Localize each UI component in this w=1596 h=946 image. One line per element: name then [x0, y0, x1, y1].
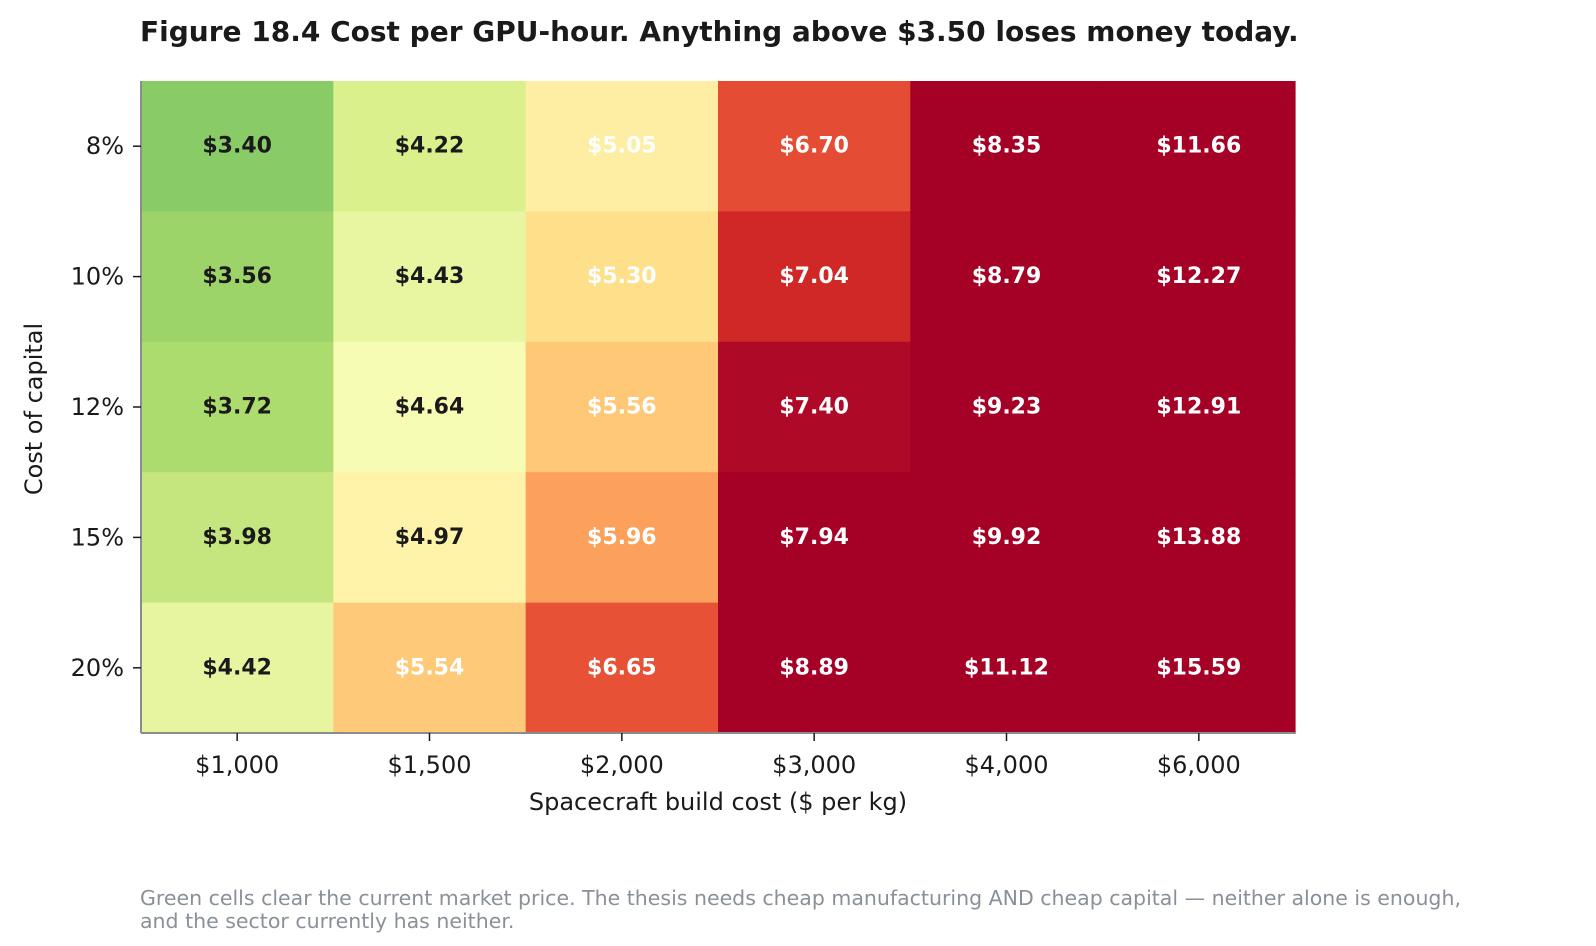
cell-value-label: $4.22	[395, 134, 465, 159]
heatmap-cell	[1102, 472, 1296, 604]
heatmap-cell	[333, 81, 527, 212]
heatmap-cell	[525, 602, 719, 734]
cell-value-label: $3.40	[202, 134, 272, 159]
cell-value-label: $13.88	[1156, 525, 1241, 550]
x-axis-ticks: $1,000 $1,500 $2,000 $3,000 $4,000 $6,000	[195, 733, 1241, 779]
heatmap-cell	[141, 602, 334, 734]
y-tick-label: 12%	[71, 393, 124, 421]
x-axis-label: Spacecraft build cost ($ per kg)	[529, 788, 907, 816]
heatmap-cell-labels: $3.40 $4.22 $5.05 $6.70 $8.35 $11.66 $3.56 $4.4…	[202, 134, 1241, 681]
cell-value-label: $12.27	[1156, 264, 1241, 289]
cell-value-label: $8.89	[779, 655, 849, 680]
heatmap-cell	[1102, 602, 1296, 734]
cell-value-label: $7.40	[779, 395, 849, 420]
cell-value-label: $9.92	[972, 525, 1042, 550]
heatmap-cell	[718, 602, 911, 734]
cell-value-label: $4.64	[395, 395, 465, 420]
heatmap-cell	[1102, 211, 1296, 343]
heatmap-cell	[718, 341, 911, 473]
cell-value-label: $6.70	[779, 134, 849, 159]
footnote-line-2: and the sector currently has neither.	[140, 909, 515, 933]
heatmap-cell	[525, 81, 719, 212]
x-tick-label: $3,000	[772, 751, 856, 779]
x-tick-label: $6,000	[1157, 751, 1241, 779]
y-tick-label: 10%	[71, 263, 124, 291]
y-tick-label: 8%	[86, 132, 124, 160]
cell-value-label: $3.56	[202, 264, 272, 289]
heatmap-cell	[333, 341, 527, 473]
cell-value-label: $3.72	[202, 395, 272, 420]
heatmap-cell	[718, 211, 911, 343]
heatmap-cell	[718, 81, 911, 212]
heatmap-cell	[1102, 81, 1296, 212]
cell-value-label: $4.97	[395, 525, 465, 550]
footnote: Green cells clear the current market pri…	[140, 887, 1461, 933]
y-axis-ticks: 8% 10% 12% 15% 20%	[71, 132, 141, 682]
x-tick-label: $1,500	[388, 751, 472, 779]
cell-value-label: $8.35	[972, 134, 1042, 159]
heatmap-cell	[910, 341, 1104, 473]
cell-value-label: $4.42	[202, 655, 272, 680]
footnote-line-1: Green cells clear the current market pri…	[140, 886, 1461, 910]
heatmap-cells	[141, 81, 1296, 734]
cell-value-label: $5.54	[395, 655, 465, 680]
heatmap-cell	[910, 211, 1104, 343]
heatmap-cell	[141, 341, 334, 473]
cell-value-label: $6.65	[587, 655, 657, 680]
cell-value-label: $4.43	[395, 264, 465, 289]
x-tick-label: $1,000	[195, 751, 279, 779]
cell-value-label: $5.30	[587, 264, 657, 289]
heatmap-cell	[333, 472, 527, 604]
y-axis-label: Cost of capital	[20, 323, 48, 495]
heatmap-cell	[525, 211, 719, 343]
cell-value-label: $5.96	[587, 525, 657, 550]
cell-value-label: $11.66	[1156, 134, 1241, 159]
heatmap-cell	[910, 81, 1104, 212]
cell-value-label: $15.59	[1156, 655, 1241, 680]
heatmap-cell	[141, 211, 334, 343]
cell-value-label: $5.05	[587, 134, 657, 159]
y-tick-label: 15%	[71, 523, 124, 551]
heatmap-cell	[141, 81, 334, 212]
heatmap-cell	[333, 211, 527, 343]
cell-value-label: $12.91	[1156, 395, 1241, 420]
heatmap-cell	[910, 472, 1104, 604]
cell-value-label: $8.79	[972, 264, 1042, 289]
heatmap-cell	[333, 602, 527, 734]
cell-value-label: $9.23	[972, 395, 1042, 420]
heatmap-cell	[525, 341, 719, 473]
cell-value-label: $7.04	[779, 264, 849, 289]
x-tick-label: $4,000	[965, 751, 1049, 779]
heatmap-cell	[718, 472, 911, 604]
heatmap-cell	[1102, 341, 1296, 473]
cell-value-label: $7.94	[779, 525, 849, 550]
x-tick-label: $2,000	[580, 751, 664, 779]
y-tick-label: 20%	[71, 654, 124, 682]
chart-title: Figure 18.4 Cost per GPU-hour. Anything …	[140, 15, 1299, 48]
cell-value-label: $11.12	[964, 655, 1049, 680]
cell-value-label: $3.98	[202, 525, 272, 550]
heatmap-cell	[910, 602, 1104, 734]
heatmap-cell	[525, 472, 719, 604]
heatmap-cell	[141, 472, 334, 604]
cell-value-label: $5.56	[587, 395, 657, 420]
